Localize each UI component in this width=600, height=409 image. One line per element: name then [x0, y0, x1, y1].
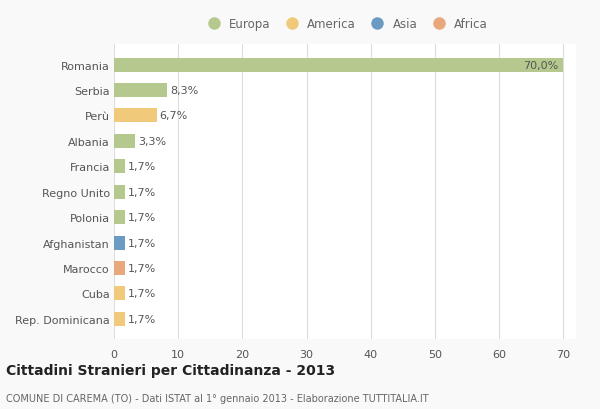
Bar [114, 211, 125, 225]
Text: 1,7%: 1,7% [127, 213, 156, 222]
Text: 6,7%: 6,7% [160, 111, 188, 121]
Text: 1,7%: 1,7% [127, 162, 156, 172]
Bar [114, 287, 125, 301]
Text: 70,0%: 70,0% [523, 61, 558, 70]
Bar [114, 185, 125, 199]
Bar [114, 261, 125, 275]
Bar [114, 135, 135, 148]
Text: 1,7%: 1,7% [127, 187, 156, 197]
Bar [114, 236, 125, 250]
Bar [114, 58, 563, 72]
Text: COMUNE DI CAREMA (TO) - Dati ISTAT al 1° gennaio 2013 - Elaborazione TUTTITALIA.: COMUNE DI CAREMA (TO) - Dati ISTAT al 1°… [6, 393, 428, 403]
Text: 1,7%: 1,7% [127, 238, 156, 248]
Text: 3,3%: 3,3% [138, 137, 166, 146]
Bar [114, 312, 125, 326]
Legend: Europa, America, Asia, Africa: Europa, America, Asia, Africa [200, 16, 490, 33]
Bar [114, 84, 167, 98]
Text: 1,7%: 1,7% [127, 263, 156, 273]
Text: Cittadini Stranieri per Cittadinanza - 2013: Cittadini Stranieri per Cittadinanza - 2… [6, 363, 335, 377]
Text: 1,7%: 1,7% [127, 314, 156, 324]
Text: 8,3%: 8,3% [170, 86, 198, 96]
Text: 1,7%: 1,7% [127, 289, 156, 299]
Bar [114, 160, 125, 174]
Bar [114, 109, 157, 123]
